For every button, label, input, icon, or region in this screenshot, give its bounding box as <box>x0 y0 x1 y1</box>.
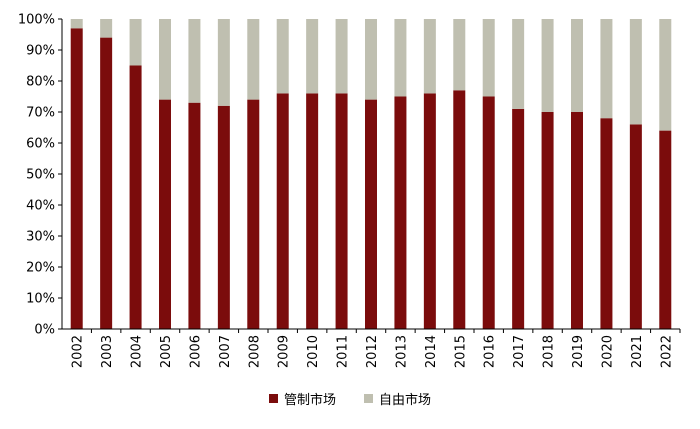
x-tick-label: 2009 <box>277 335 292 368</box>
bar-free <box>217 19 230 106</box>
bar-regulated <box>482 96 495 329</box>
y-tick-label: 60% <box>26 137 55 152</box>
x-tick-label: 2019 <box>571 335 586 368</box>
y-axis: 0% 10% 20% 30% 40% 50% 60% 70% 80% 90% 100% <box>18 13 63 338</box>
bar-regulated <box>571 112 583 329</box>
x-tick-label: 2016 <box>483 335 498 368</box>
bar-regulated <box>247 99 260 329</box>
legend-label-free: 自由市场 <box>379 392 432 408</box>
bar-free <box>453 19 466 91</box>
bar-regulated <box>394 96 407 329</box>
bar-regulated <box>306 93 319 330</box>
x-tick-label: 2014 <box>424 335 439 368</box>
x-tick-label: 2004 <box>130 335 145 368</box>
bar-free <box>247 19 260 100</box>
x-tick-label: 2020 <box>600 335 615 368</box>
x-tick-label: 2015 <box>453 335 468 368</box>
legend-label-regulated: 管制市场 <box>283 392 336 408</box>
bar-regulated <box>276 93 289 330</box>
bar-free <box>512 19 525 109</box>
bar-regulated <box>629 124 642 330</box>
bar-regulated <box>100 37 113 329</box>
bar-regulated <box>217 105 230 329</box>
legend-item-regulated: 管制市场 <box>268 389 336 408</box>
bar-free <box>129 19 142 66</box>
x-tick-label: 2013 <box>394 335 409 368</box>
x-tick-label: 2021 <box>630 335 645 368</box>
bar-free <box>482 19 495 97</box>
bar-free <box>365 19 377 100</box>
x-tick-label: 2007 <box>218 335 233 368</box>
bar-free <box>394 19 407 97</box>
bar-regulated <box>159 99 171 329</box>
bar-free <box>306 19 319 94</box>
y-tick-label: 90% <box>26 44 55 59</box>
bar-free <box>335 19 348 94</box>
bar-free <box>541 19 554 112</box>
x-tick-label: 2003 <box>100 335 115 368</box>
y-tick-label: 0% <box>34 323 55 338</box>
bar-free <box>100 19 113 38</box>
bar-regulated <box>423 93 436 330</box>
bar-free <box>188 19 201 103</box>
legend-item-free: 自由市场 <box>364 389 431 408</box>
bar-regulated <box>659 130 672 329</box>
bar-free <box>276 19 289 94</box>
y-tick-label: 80% <box>26 75 55 90</box>
bar-regulated <box>188 102 201 329</box>
bar-regulated <box>600 118 613 329</box>
x-tick-label: 2012 <box>365 335 380 368</box>
legend-swatch-free <box>364 393 373 403</box>
y-tick-label: 10% <box>26 292 55 307</box>
legend-swatch-regulated <box>268 393 278 403</box>
bar-free <box>659 19 672 131</box>
bar-free <box>571 19 583 112</box>
x-tick-label: 2017 <box>512 335 527 368</box>
bar-regulated <box>453 90 466 329</box>
x-tick-label: 2022 <box>659 335 674 368</box>
bar-free <box>423 19 436 94</box>
x-axis: 2002 2003 2004 2005 2006 2007 2008 2009 2010 2011… <box>62 328 681 368</box>
y-tick-label: 70% <box>26 106 55 121</box>
x-tick-label: 2006 <box>188 335 203 368</box>
bar-regulated <box>70 28 83 330</box>
y-tick-label: 50% <box>26 168 55 183</box>
bar-regulated <box>335 93 348 330</box>
bar-free <box>70 19 83 29</box>
x-tick-label: 2008 <box>247 335 262 368</box>
x-tick-label: 2011 <box>336 335 351 368</box>
y-tick-label: 40% <box>26 199 55 214</box>
bar-free <box>600 19 613 119</box>
bars <box>70 19 672 330</box>
x-tick-label: 2018 <box>542 335 557 368</box>
bar-free <box>629 19 642 125</box>
y-tick-label: 100% <box>18 13 55 28</box>
x-tick-label: 2005 <box>159 335 174 368</box>
legend: 管制市场 自由市场 <box>0 386 700 410</box>
bar-regulated <box>129 65 142 329</box>
bar-free <box>159 19 171 100</box>
bar-regulated <box>541 112 554 329</box>
y-tick-label: 30% <box>26 230 55 245</box>
y-tick-label: 20% <box>26 261 55 276</box>
bar-regulated <box>365 99 377 329</box>
x-tick-label: 2010 <box>306 335 321 368</box>
bar-regulated <box>512 108 525 330</box>
x-tick-label: 2002 <box>71 335 86 368</box>
